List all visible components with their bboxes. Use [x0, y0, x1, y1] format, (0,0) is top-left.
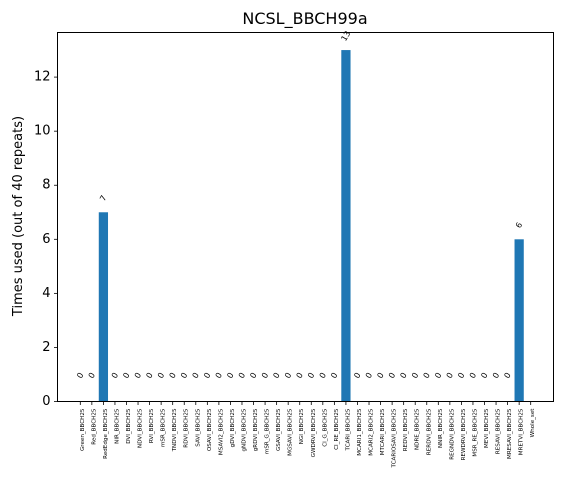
value-label-NDVI_BBCH25: 0: [133, 371, 143, 380]
plot-frame: [57, 32, 554, 402]
value-label-SAVI_BBCH25: 0: [191, 371, 201, 380]
value-label-REDVI_BBCH25: 0: [398, 371, 408, 380]
x-tick-label-MTCARI_BBCH25: MTCARI_BBCH25: [380, 408, 386, 455]
value-label-CI_G_BBCH25: 0: [318, 371, 328, 380]
x-tick-label-CI_RE_BBCH25: CI_RE_BBCH25: [334, 408, 340, 450]
x-tick-label-mSR_G_BBCH25: mSR_G_BBCH25: [265, 408, 271, 454]
value-label-mSR_BBCH25: 0: [156, 371, 166, 380]
x-tick-label-mSR_BBCH25: mSR_BBCH25: [161, 408, 167, 447]
value-label-NNIR_BBCH25: 0: [433, 371, 443, 380]
x-tick-label-MEVI_BBCH25: MEVI_BBCH25: [484, 408, 490, 448]
value-label-DVI_BBCH25: 0: [121, 371, 131, 380]
y-tick-label-2: 2: [42, 340, 50, 355]
y-tick-label-6: 6: [42, 232, 50, 247]
x-tick-label-REGNDVI_BBCH25: REGNDVI_BBCH25: [449, 408, 455, 460]
value-label-MSR_RE_BBCH25: 0: [468, 371, 478, 380]
x-tick-label-NNIR_BBCH25: NNIR_BBCH25: [438, 408, 444, 448]
x-tick-label-TNDVI_BBCH25: TNDVI_BBCH25: [172, 408, 178, 452]
value-label-MRETVI_BBCH25: 6: [514, 221, 524, 230]
x-tick-label-OSAVI_BBCH25: OSAVI_BBCH25: [207, 408, 213, 451]
value-label-NDRE_BBCH25: 0: [410, 371, 420, 380]
y-axis-label: Times used (out of 40 repeats): [11, 116, 26, 317]
x-tick-label-SAVI_BBCH25: SAVI_BBCH25: [195, 408, 201, 447]
value-label-TCARI_BBCH25: 13: [339, 29, 352, 42]
value-label-RERDVI_BBCH25: 0: [422, 371, 432, 380]
x-tick-label-RERDVI_BBCH25: RERDVI_BBCH25: [426, 408, 432, 455]
x-tick-label-REWDRVI_BBCH25: REWDRVI_BBCH25: [461, 408, 467, 460]
bar-RedEdge_BBCH25: [98, 212, 109, 402]
bar-MRETVI_BBCH25: [514, 239, 524, 402]
value-label-TCARIOSAVI_BBCH25: 0: [387, 371, 397, 380]
x-tick-label-MCARI2_BBCH25: MCARI2_BBCH25: [369, 408, 375, 456]
value-label-NIR_BBCH25: 0: [110, 371, 120, 380]
x-tick-label-gNDVI_BBCH25: gNDVI_BBCH25: [241, 408, 247, 451]
x-tick-label-NGI_BBCH25: NGI_BBCH25: [299, 408, 305, 444]
x-tick-label-MGSAVI_BBCH25: MGSAVI_BBCH25: [288, 408, 294, 456]
x-tick-label-NIR_BBCH25: NIR_BBCH25: [114, 408, 120, 444]
value-label-CI_RE_BBCH25: 0: [329, 371, 339, 380]
value-label-REGNDVI_BBCH25: 0: [445, 371, 455, 380]
x-tick-label-gRDVI_BBCH25: gRDVI_BBCH25: [253, 408, 259, 451]
x-tick-label-MRESAVI_BBCH25: MRESAVI_BBCH25: [507, 408, 513, 459]
value-label-TNDVI_BBCH25: 0: [168, 371, 178, 380]
value-label-NGI_BBCH25: 0: [295, 371, 305, 380]
value-label-MSAVI2_BBCH25: 0: [214, 371, 224, 380]
y-tick-label-4: 4: [42, 286, 50, 301]
x-tick-label-RedEdge_BBCH25: RedEdge_BBCH25: [103, 408, 109, 459]
x-tick-label-GSAVI_BBCH25: GSAVI_BBCH25: [276, 408, 282, 451]
x-tick-label-TCARI_BBCH25: TCARI_BBCH25: [345, 408, 351, 451]
y-tick-label-0: 0: [42, 394, 50, 409]
x-tick-label-CI_G_BBCH25: CI_G_BBCH25: [322, 408, 328, 447]
value-label-RESAVI_BBCH25: 0: [491, 371, 501, 380]
value-label-GWDRVI_BBCH25: 0: [306, 371, 316, 380]
value-label-MRESAVI_BBCH25: 0: [502, 371, 512, 380]
value-label-MGSAVI_BBCH25: 0: [283, 371, 293, 380]
value-label-RDVI_BBCH25: 0: [179, 371, 189, 380]
value-label-MEVI_BBCH25: 0: [479, 371, 489, 380]
value-label-REWDRVI_BBCH25: 0: [456, 371, 466, 380]
x-tick-label-RESAVI_BBCH25: RESAVI_BBCH25: [496, 408, 502, 454]
y-tick-label-8: 8: [42, 178, 50, 193]
value-label-gRDVI_BBCH25: 0: [248, 371, 258, 380]
x-tick-label-RVI_BBCH25: RVI_BBCH25: [149, 408, 155, 443]
value-label-gNDVI_BBCH25: 0: [237, 371, 247, 380]
value-label-MTCARI_BBCH25: 0: [375, 371, 385, 380]
value-label-gDVI_BBCH25: 0: [225, 371, 235, 380]
value-label-RVI_BBCH25: 0: [144, 371, 154, 380]
bar-TCARI_BBCH25: [341, 50, 351, 402]
value-label-Green_BBCH25: 0: [75, 371, 85, 380]
x-tick-label-NDRE_BBCH25: NDRE_BBCH25: [415, 408, 421, 450]
y-tick-label-10: 10: [34, 124, 51, 139]
x-tick-label-Whole_set: Whole_set: [530, 408, 536, 438]
value-label-OSAVI_BBCH25: 0: [202, 371, 212, 380]
value-label-GSAVI_BBCH25: 0: [271, 371, 281, 380]
chart-title: NCSL_BBCH99a: [242, 9, 367, 29]
x-tick-label-gDVI_BBCH25: gDVI_BBCH25: [230, 408, 236, 447]
x-tick-label-RDVI_BBCH25: RDVI_BBCH25: [184, 408, 190, 448]
x-tick-label-TCARIOSAVI_BBCH25: TCARIOSAVI_BBCH25: [392, 408, 398, 468]
x-tick-label-DVI_BBCH25: DVI_BBCH25: [126, 408, 132, 444]
value-label-mSR_G_BBCH25: 0: [260, 371, 270, 380]
value-label-MCARI2_BBCH25: 0: [364, 371, 374, 380]
x-tick-label-NDVI_BBCH25: NDVI_BBCH25: [138, 408, 144, 448]
x-tick-label-MSAVI2_BBCH25: MSAVI2_BBCH25: [218, 408, 224, 455]
value-label-MCARI1_BBCH25: 0: [352, 371, 362, 380]
value-label-Red_BBCH25: 0: [87, 371, 97, 380]
x-tick-label-REDVI_BBCH25: REDVI_BBCH25: [403, 408, 409, 451]
x-tick-label-MCARI1_BBCH25: MCARI1_BBCH25: [357, 408, 363, 456]
x-tick-label-MSR_RE_BBCH25: MSR_RE_BBCH25: [472, 408, 478, 457]
x-tick-label-GWDRVI_BBCH25: GWDRVI_BBCH25: [311, 408, 317, 457]
value-label-RedEdge_BBCH25: 7: [98, 194, 108, 203]
y-tick-label-12: 12: [34, 70, 51, 85]
x-tick-label-MRETVI_BBCH25: MRETVI_BBCH25: [519, 408, 525, 455]
x-tick-label-Red_BBCH25: Red_BBCH25: [91, 408, 97, 445]
x-tick-label-Green_BBCH25: Green_BBCH25: [80, 408, 86, 451]
